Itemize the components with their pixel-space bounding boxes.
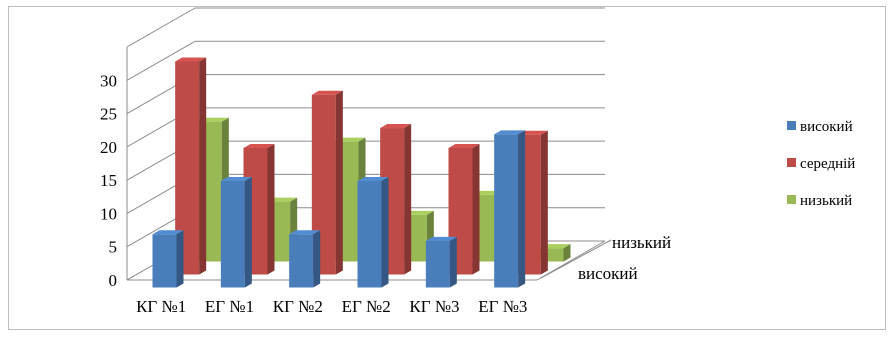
bar-top (448, 144, 480, 149)
bar-side (404, 124, 412, 275)
y-tick-label: 30 (100, 71, 117, 90)
x-tick-label: ЕГ №1 (205, 297, 254, 316)
bar-0-5 (494, 130, 526, 288)
legend-label: низький (800, 193, 852, 209)
legend-label: середній (800, 156, 855, 172)
bar-side (335, 90, 343, 275)
bar-side (449, 236, 457, 288)
x-axis-ticks: КГ №1 ЕГ №1 КГ №2 ЕГ №2 КГ №3 ЕГ №3 (136, 297, 527, 316)
y-tick-label: 20 (100, 138, 117, 157)
y-tick-label: 15 (100, 171, 117, 190)
depth-tick-label: високий (578, 264, 638, 283)
bar-1-2 (311, 90, 343, 275)
y-tick-label: 10 (100, 204, 117, 223)
bar-front (357, 180, 382, 288)
legend-swatch (787, 121, 796, 130)
bar-top (289, 230, 321, 235)
bar-top (152, 230, 184, 235)
bar-top (175, 57, 207, 62)
x-tick-label: КГ №3 (409, 297, 459, 316)
bar-0-1 (220, 176, 252, 288)
bar-side (244, 176, 252, 288)
bar-side (563, 244, 571, 262)
y-tick-label: 0 (109, 271, 118, 290)
y-tick-label: 5 (109, 238, 118, 257)
bar-top (220, 176, 252, 181)
bar-side (199, 57, 207, 275)
bar-front (289, 234, 314, 288)
bar-side (381, 176, 389, 288)
side-gridline (126, 7, 196, 48)
depth-axis-line (540, 239, 612, 279)
bar-side (176, 230, 184, 288)
bar-0-0 (152, 230, 184, 288)
side-gridline (126, 40, 196, 81)
bar-side (313, 230, 321, 288)
bar-0-3 (357, 176, 389, 288)
bar-top (357, 176, 389, 181)
bar-side (540, 130, 548, 275)
x-tick-label: ЕГ №2 (342, 297, 391, 316)
x-tick-label: КГ №2 (273, 297, 323, 316)
legend: високий середній низький (787, 119, 855, 209)
bar-front (220, 180, 245, 288)
bar-front (494, 134, 519, 288)
bar-side (518, 130, 526, 288)
bar-top (494, 130, 526, 135)
depth-tick-label: низький (612, 233, 671, 252)
bar-0-4 (425, 236, 457, 288)
legend-label: високий (800, 119, 853, 135)
chart-bars (152, 57, 571, 288)
bar-top (425, 236, 457, 241)
legend-swatch (787, 195, 796, 204)
x-tick-label: ЕГ №3 (478, 297, 527, 316)
bar-0-2 (289, 230, 321, 288)
depth-axis-ticks: низький високий (540, 233, 671, 283)
y-tick-label: 25 (100, 105, 117, 124)
bar-top (311, 90, 343, 95)
bar-front (425, 240, 450, 288)
bar-top (380, 124, 412, 129)
bar-side (472, 144, 480, 275)
x-tick-label: КГ №1 (136, 297, 186, 316)
y-axis-ticks: 0 5 10 15 20 25 30 (100, 71, 117, 290)
bar-top (243, 144, 275, 149)
bar-side (267, 144, 275, 275)
bar-front (152, 234, 177, 288)
legend-swatch (787, 158, 796, 167)
